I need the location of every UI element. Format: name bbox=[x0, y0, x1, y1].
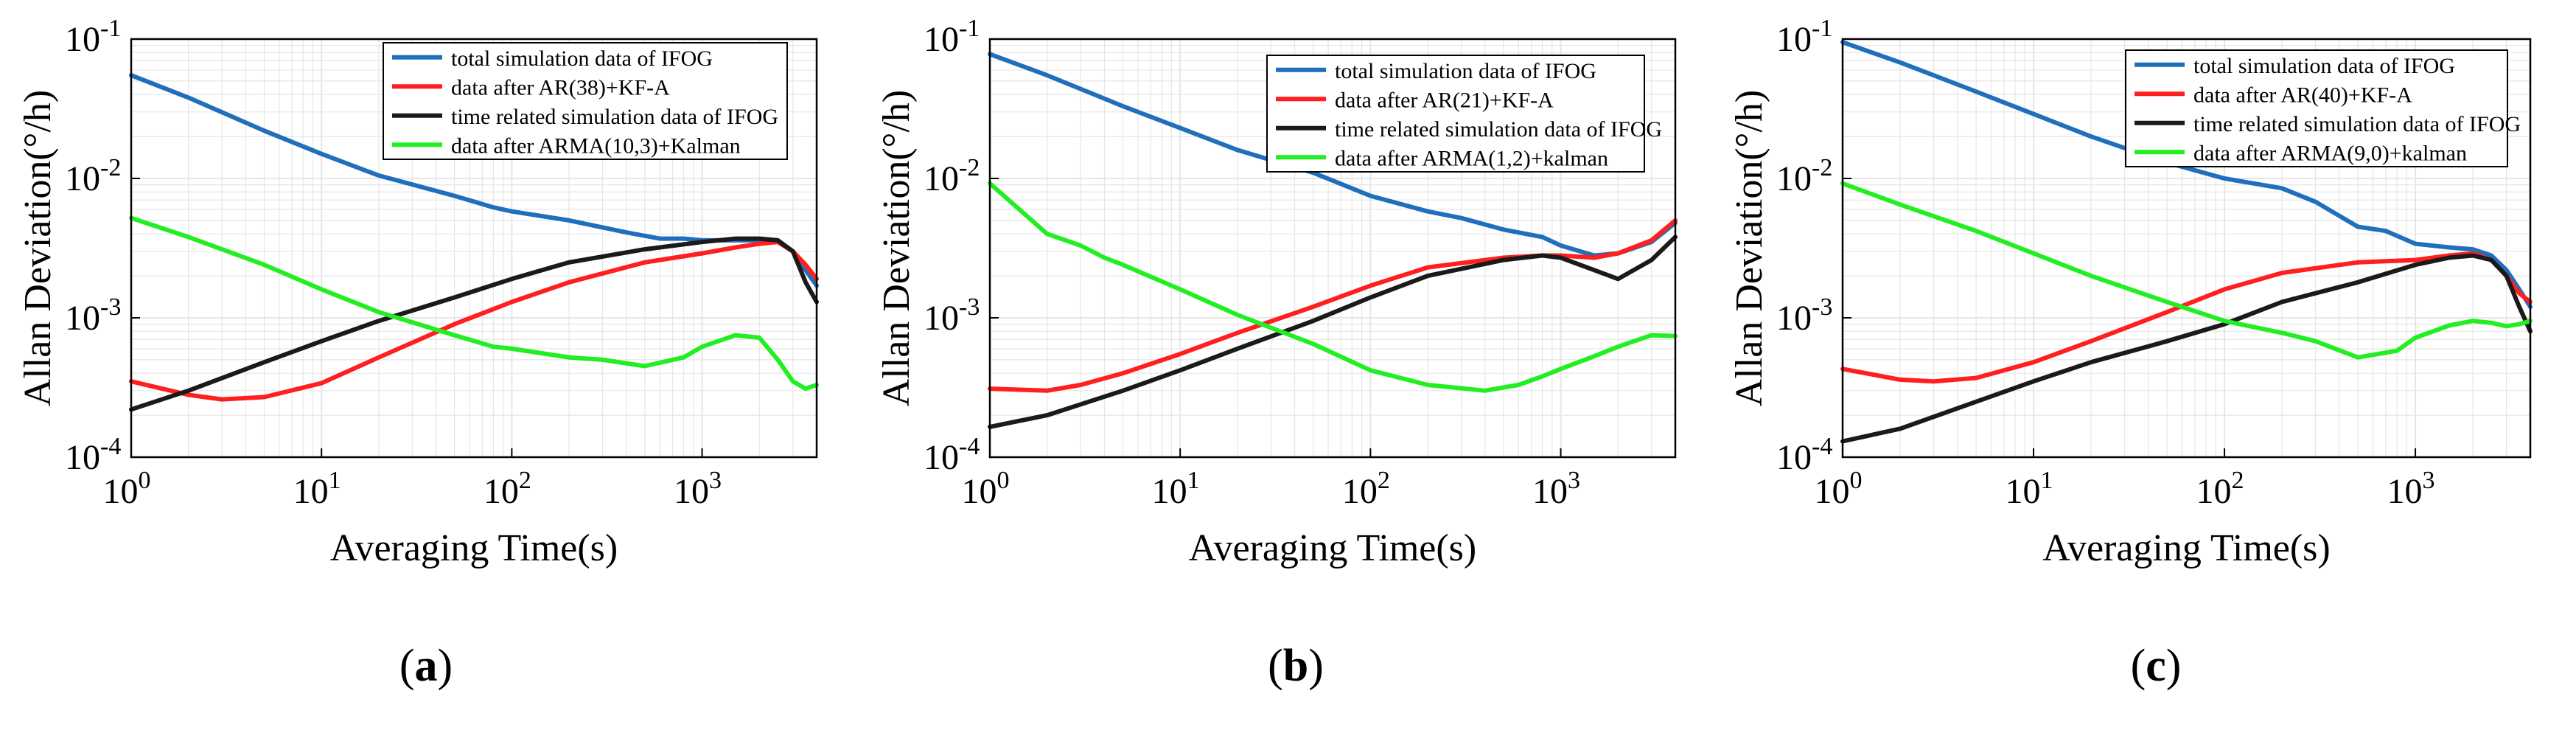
legend-entry: data after AR(38)+KF-A bbox=[451, 75, 670, 100]
y-tick-label: 10-2 bbox=[924, 154, 980, 198]
panel-b: 100 101 102 103 10-4 10-3 10-2 10-1 Averaging Ti… bbox=[859, 0, 1717, 730]
y-tick-label: 10-3 bbox=[65, 293, 121, 338]
series-line-arma bbox=[129, 215, 819, 392]
legend-entry: total simulation data of IFOG bbox=[1335, 59, 1596, 83]
x-axis-label: Averaging Time(s) bbox=[1189, 527, 1476, 569]
axes-box bbox=[1841, 38, 2532, 459]
series-line-time bbox=[129, 236, 819, 412]
chart-c: 100 101 102 103 10-4 10-3 10-2 10-1 Averaging Ti… bbox=[1728, 15, 2533, 569]
chart-b: 100 101 102 103 10-4 10-3 10-2 10-1 Averaging Ti… bbox=[876, 15, 1678, 569]
legend-entry: data after ARMA(10,3)+Kalman bbox=[451, 133, 741, 158]
y-tick-label: 10-1 bbox=[924, 15, 980, 59]
series-line-arma bbox=[988, 181, 1678, 393]
legend-entry: time related simulation data of IFOG bbox=[1335, 117, 1662, 142]
legend: total simulation data of IFOG data after … bbox=[383, 42, 788, 160]
panel-label: (b) bbox=[1268, 641, 1324, 691]
legend-entry: time related simulation data of IFOG bbox=[2193, 112, 2521, 136]
legend-entry: total simulation data of IFOG bbox=[451, 46, 713, 71]
y-tick-label: 10-4 bbox=[1776, 433, 1832, 477]
x-axis-label: Averaging Time(s) bbox=[2042, 527, 2330, 569]
grid bbox=[130, 38, 817, 458]
x-axis-label: Averaging Time(s) bbox=[330, 527, 618, 569]
y-axis-label: Allan Deviation(°/h) bbox=[1728, 90, 1770, 406]
y-tick-label: 10-1 bbox=[1776, 15, 1832, 59]
legend-entry: data after ARMA(1,2)+kalman bbox=[1335, 146, 1608, 170]
x-tick-label: 103 bbox=[674, 467, 722, 511]
chart-a: 100 101 102 103 10-4 10-3 10-2 10-1 Averaging Ti… bbox=[17, 15, 819, 569]
series-line-total bbox=[1840, 40, 2533, 309]
x-tick-label: 100 bbox=[962, 467, 1010, 511]
series-line-arma bbox=[1840, 181, 2533, 360]
x-tick-label: 103 bbox=[1532, 467, 1580, 511]
legend-entry: data after ARMA(9,0)+kalman bbox=[2193, 141, 2467, 165]
legend-entry: time related simulation data of IFOG bbox=[451, 105, 778, 129]
legend-entry: total simulation data of IFOG bbox=[2193, 54, 2455, 78]
legend-entry: data after AR(21)+KF-A bbox=[1335, 88, 1554, 112]
x-tick-label: 101 bbox=[2006, 467, 2053, 511]
legend: total simulation data of IFOG data after … bbox=[1266, 55, 1662, 173]
y-tick-label: 10-2 bbox=[1776, 154, 1832, 198]
y-tick-label: 10-3 bbox=[924, 293, 980, 338]
axes-box bbox=[130, 38, 818, 459]
panel-label: (a) bbox=[399, 641, 453, 691]
y-tick-label: 10-1 bbox=[65, 15, 121, 59]
x-tick-label: 102 bbox=[1342, 467, 1390, 511]
x-tick-label: 101 bbox=[1152, 467, 1200, 511]
x-tick-label: 100 bbox=[103, 467, 151, 511]
x-tick-label: 101 bbox=[293, 467, 341, 511]
y-axis-label: Allan Deviation(°/h) bbox=[876, 90, 918, 406]
legend-entry: data after AR(40)+KF-A bbox=[2193, 83, 2412, 107]
x-tick-label: 102 bbox=[484, 467, 531, 511]
legend-box bbox=[1266, 55, 1645, 173]
legend: total simulation data of IFOG data after … bbox=[2125, 49, 2521, 167]
series-line-time bbox=[1840, 253, 2533, 444]
panel-label: (c) bbox=[2130, 641, 2182, 691]
y-tick-label: 10-4 bbox=[65, 433, 121, 477]
y-tick-label: 10-2 bbox=[65, 154, 121, 198]
legend-box bbox=[2125, 49, 2508, 167]
y-axis-label: Allan Deviation(°/h) bbox=[17, 90, 59, 406]
series-line-time bbox=[988, 234, 1678, 429]
series-line-ar bbox=[988, 218, 1678, 393]
legend-box bbox=[383, 42, 788, 160]
x-tick-label: 102 bbox=[2196, 467, 2244, 511]
x-tick-label: 100 bbox=[1815, 467, 1863, 511]
x-tick-label: 103 bbox=[2387, 467, 2435, 511]
panel-a: 100 101 102 103 10-4 10-3 10-2 10-1 Averaging Ti… bbox=[0, 0, 859, 730]
axes-box bbox=[988, 38, 1677, 459]
panel-c: 100 101 102 103 10-4 10-3 10-2 10-1 Averaging Ti… bbox=[1717, 0, 2576, 730]
y-tick-label: 10-3 bbox=[1776, 293, 1832, 338]
y-tick-label: 10-4 bbox=[924, 433, 980, 477]
